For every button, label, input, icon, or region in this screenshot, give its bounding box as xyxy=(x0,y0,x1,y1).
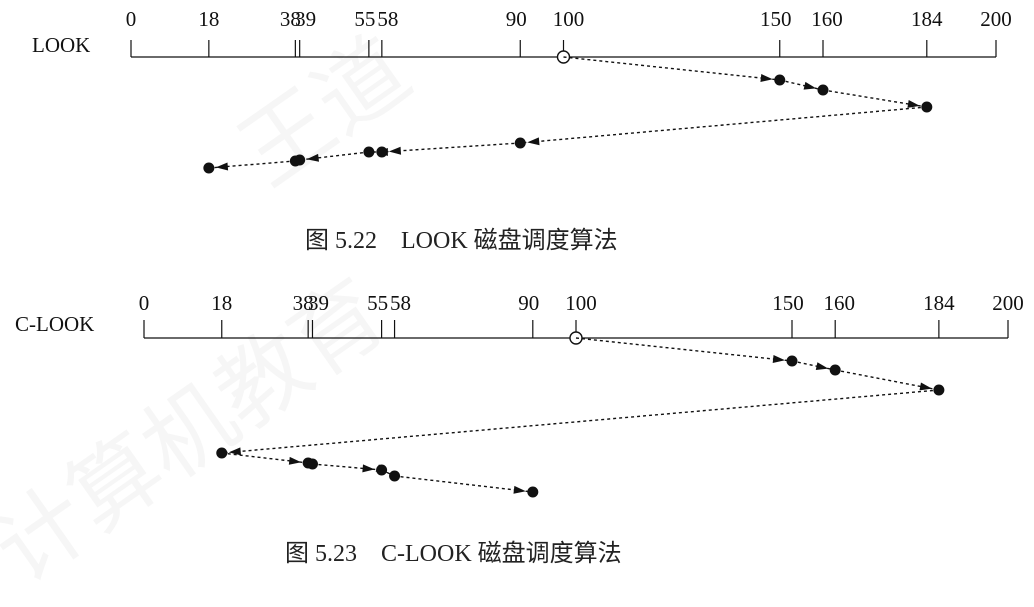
look-request-point xyxy=(203,162,215,174)
c-look-tick-label: 39 xyxy=(308,291,329,315)
look-request-point xyxy=(817,84,829,96)
look-tick-label: 55 xyxy=(354,7,375,31)
look-tick-label: 184 xyxy=(911,7,943,31)
look-tick-label: 200 xyxy=(980,7,1012,31)
c-look-request-point xyxy=(376,464,388,476)
c-look-request-point xyxy=(786,355,798,367)
c-look-arrow-head xyxy=(919,382,933,391)
look-path-segment xyxy=(779,79,824,91)
c-look-tick-label: 0 xyxy=(139,291,150,315)
c-look-tick-label: 150 xyxy=(772,291,804,315)
c-look-request-point xyxy=(216,447,228,459)
look-tick-label: 150 xyxy=(760,7,792,31)
look-arrow-head xyxy=(760,74,773,82)
c-look-arrow-head xyxy=(772,355,786,363)
c-look-path-segment xyxy=(221,389,939,454)
look-arrow-head xyxy=(215,162,229,171)
c-look-tick-label: 58 xyxy=(390,291,411,315)
look-request-point xyxy=(514,137,526,149)
look-arrow-head xyxy=(527,137,540,146)
look-tick-label: 38 xyxy=(280,7,301,31)
c-look-request-point xyxy=(829,364,841,376)
c-look-tick-label: 184 xyxy=(923,291,955,315)
look-arrow-head xyxy=(388,146,402,155)
look-tick-label: 160 xyxy=(811,7,843,31)
c-look-tick-label: 160 xyxy=(823,291,855,315)
look-tick-label: 39 xyxy=(295,7,316,31)
look-tick-label: 0 xyxy=(126,7,137,31)
c-look-arrow-head xyxy=(513,485,526,494)
look-path xyxy=(203,50,933,174)
look-tick-label: 18 xyxy=(198,7,219,31)
c-look-arrow-head xyxy=(288,456,302,465)
c-look-request-point xyxy=(389,470,401,482)
c-look-request-point xyxy=(933,384,945,396)
c-look-request-point xyxy=(306,458,318,470)
look-tick-label: 90 xyxy=(506,7,527,31)
look-path-segment xyxy=(520,106,927,144)
look-path-segment xyxy=(563,56,780,81)
look-arrow-head xyxy=(306,153,320,162)
c-look-caption: 图 5.23 C-LOOK 磁盘调度算法 xyxy=(285,540,622,567)
c-look-arrow-head xyxy=(228,447,242,456)
look-tick-label: 58 xyxy=(377,7,398,31)
c-look-tick-label: 200 xyxy=(992,291,1024,315)
c-look-tick-label: 90 xyxy=(518,291,539,315)
c-look-path-segment xyxy=(575,337,793,362)
look-path-segment xyxy=(381,142,521,153)
c-look-row-label: C-LOOK xyxy=(15,312,94,336)
c-look-path-segment xyxy=(791,360,836,371)
c-look-path xyxy=(216,331,945,498)
c-look-tick-label: 55 xyxy=(367,291,388,315)
c-look-tick-label: 38 xyxy=(293,291,314,315)
look-caption: 图 5.22 LOOK 磁盘调度算法 xyxy=(305,227,618,254)
c-look-arrow-head xyxy=(362,464,375,473)
look-arrow-head xyxy=(803,81,817,90)
look-request-point xyxy=(921,101,933,113)
look-request-point xyxy=(774,74,786,86)
look-request-point xyxy=(289,155,301,167)
c-look-path-segment xyxy=(394,475,533,493)
c-look-tick-label: 18 xyxy=(211,291,232,315)
look-row-label: LOOK xyxy=(32,33,90,57)
look-request-point xyxy=(363,146,375,158)
look-tick-label: 100 xyxy=(553,7,585,31)
c-look-tick-label: 100 xyxy=(565,291,597,315)
c-look-arrow-head xyxy=(815,362,829,371)
look-request-point xyxy=(376,146,388,158)
c-look-request-point xyxy=(527,486,539,498)
look-arrow-head xyxy=(907,99,920,108)
